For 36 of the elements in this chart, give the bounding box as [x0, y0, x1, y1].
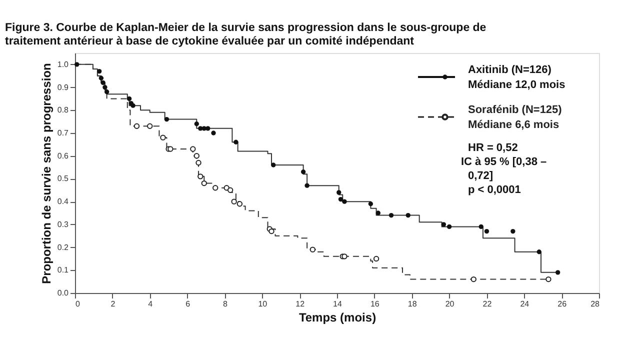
text: traitement antérieur à base de cytokine évaluée par un comité indépendant [5, 36, 414, 48]
x-tick-label: 28 [590, 300, 600, 308]
y-tick-label: 0.4 [57, 197, 70, 206]
y-tick-label: 0.1 [57, 266, 70, 275]
text: Figure 3. Courbe de Kaplan-Meier de la survie sans progression dans le sous-groupe de [5, 22, 486, 34]
y-tick-label: 1.0 [57, 60, 70, 69]
y-tick-label: 0.8 [57, 106, 70, 115]
x-tick-label: 18 [408, 300, 418, 308]
x-tick-label: 10 [258, 300, 268, 308]
x-tick-label: 8 [222, 300, 228, 308]
y-tick-label: 0.5 [57, 174, 70, 184]
y-tick-label: 0.0 [57, 288, 70, 298]
legend-label: Axitinib (N=126) Médiane 12,0 mois [468, 64, 566, 91]
y-axis-title: Proportion de survie sans progression [39, 63, 54, 284]
annotation: 0,72] [468, 170, 494, 182]
x-axis-title: Temps (mois) [298, 310, 376, 324]
x-tick-label: 2 [110, 300, 116, 308]
x-tick-label: 24 [520, 300, 530, 308]
x-tick-label: 6 [186, 300, 191, 308]
x-tick-label: 22 [482, 300, 492, 308]
y-tick-label: 0.7 [57, 128, 70, 138]
annotation: p < 0,0001 [468, 184, 521, 196]
x-tick-label: 26 [558, 300, 568, 308]
y-tick-label: 0.2 [57, 242, 70, 252]
x-tick-label: 20 [445, 300, 455, 308]
x-tick-label: 0 [76, 300, 80, 308]
annotation: HR = 0,52 [468, 142, 518, 154]
x-tick-label: 4 [148, 300, 154, 308]
y-tick-label: 0.3 [57, 220, 70, 229]
legend-label: Sorafénib (N=125) Médiane 6,6 mois [468, 104, 562, 131]
x-tick-label: 12 [296, 300, 306, 308]
annotation: IC à 95 % [0,38 – [461, 156, 547, 168]
x-tick-label: 16 [370, 300, 380, 308]
y-tick-label: 0.6 [57, 151, 70, 160]
x-tick-label: 14 [333, 300, 342, 308]
y-tick-label: 0.9 [57, 82, 70, 92]
